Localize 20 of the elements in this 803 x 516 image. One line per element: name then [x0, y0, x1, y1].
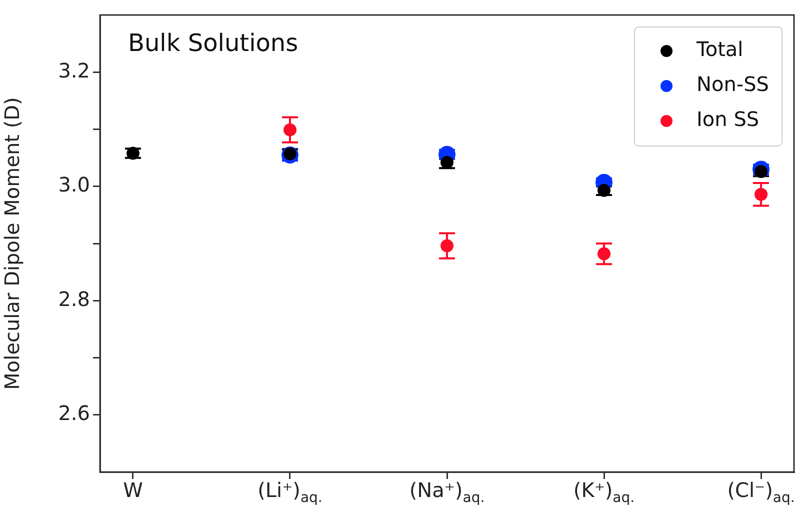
- legend-label: Ion SS: [696, 107, 760, 132]
- legend-label: Total: [696, 37, 744, 62]
- x-tick-label: W: [123, 478, 143, 502]
- x-tick-label: (K⁺)$_{aq.}$: [573, 478, 635, 506]
- x-tick-label: (Cl⁻)$_{aq.}$: [727, 478, 795, 506]
- point: [598, 184, 611, 197]
- legend-label: Non-SS: [696, 72, 770, 96]
- point: [126, 146, 140, 160]
- y-tick-label: 3.2: [58, 58, 90, 82]
- point: [283, 123, 296, 136]
- y-tick-label: 2.8: [58, 286, 90, 311]
- text: Bulk Solutions: [128, 29, 298, 58]
- point: [440, 239, 454, 252]
- x-tick-label: (Na⁺)$_{aq.}$: [409, 478, 485, 506]
- x-tick-label: (Li⁺)$_{aq.}$: [258, 478, 322, 506]
- point: [598, 247, 611, 260]
- y-tick-label: 2.6: [58, 401, 90, 426]
- point: [754, 188, 768, 201]
- y-axis-title: Molecular Dipole Moment (D): [0, 97, 24, 390]
- y-tick-label: 3.0: [58, 172, 90, 197]
